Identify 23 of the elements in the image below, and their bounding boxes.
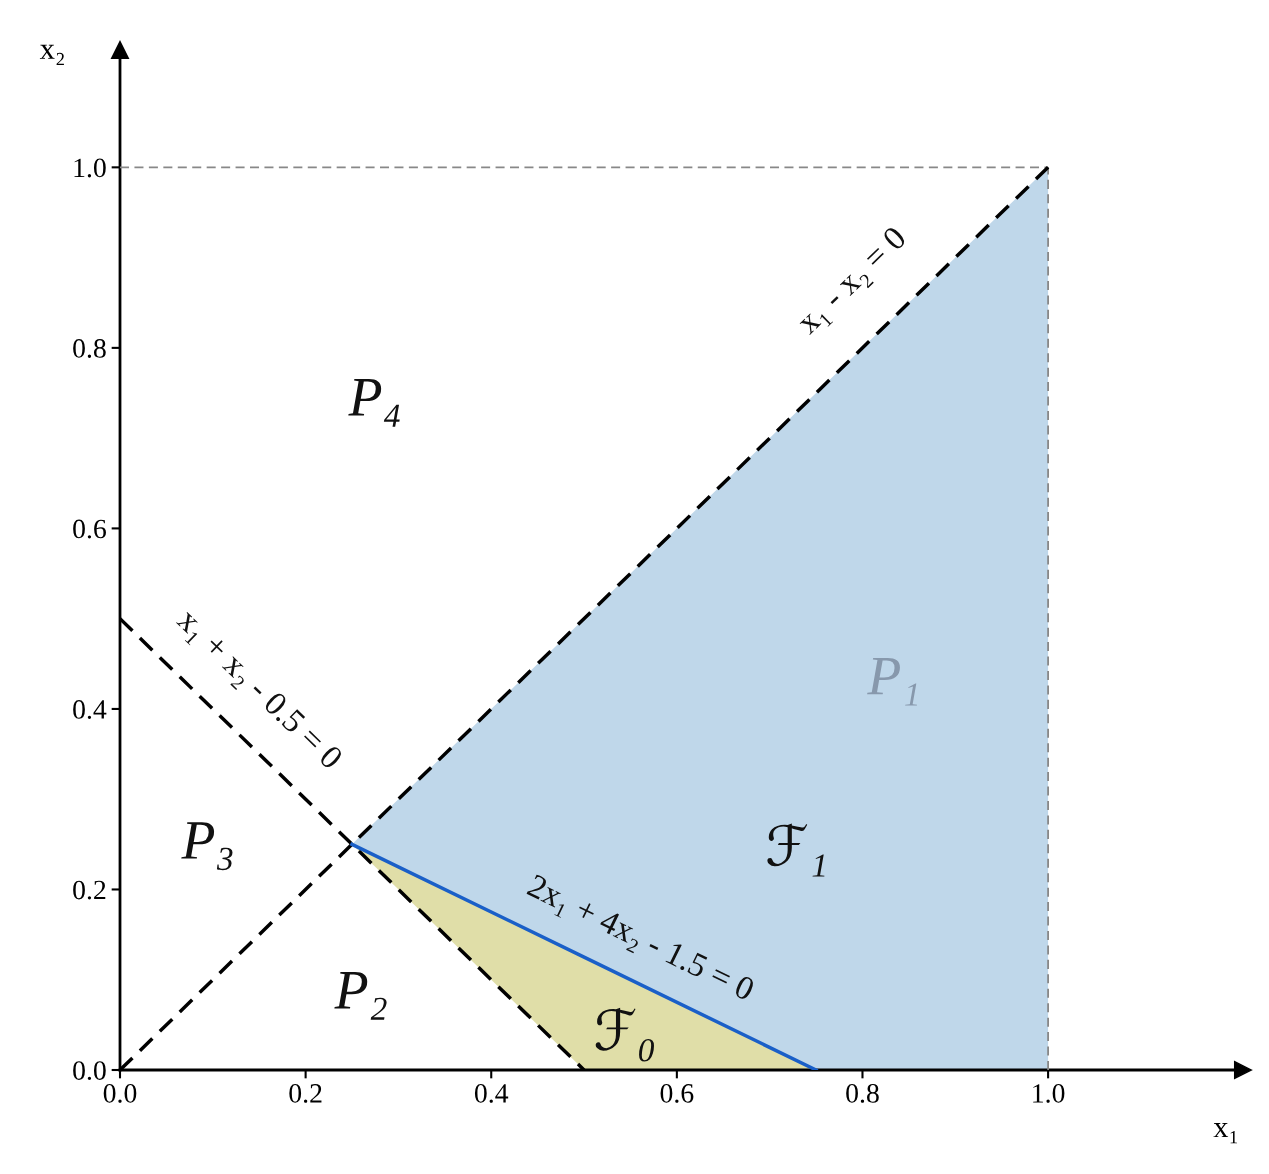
x-tick-label: 1.0	[1033, 1084, 1065, 1103]
y-tick-label: 0.8	[73, 339, 106, 358]
annotation: x₁ + x₂ - 0.5 = 0	[171, 606, 345, 775]
x-axis-title: x₁	[1213, 1123, 1238, 1144]
y-tick-label: 1.0	[74, 158, 106, 178]
annotation: x₁ - x₂ = 0	[794, 225, 912, 340]
annotation: ℱ₁	[767, 823, 825, 877]
annotation: ℱ₀	[595, 1007, 654, 1062]
y-tick-label: 0.2	[73, 880, 106, 900]
x-tick-label: 0.6	[660, 1084, 694, 1103]
annotation: P₁	[867, 657, 918, 706]
x-tick-label: 0.4	[474, 1084, 509, 1103]
y-tick-label: 0.0	[73, 1061, 106, 1081]
annotation: P₄	[348, 379, 400, 427]
annotation: 2x₁ + 4x₂ - 1.5 = 0	[523, 873, 756, 1007]
x-tick-label: 0.8	[846, 1084, 879, 1103]
y-tick-label: 0.4	[73, 700, 107, 719]
x-tick-label: 0.0	[103, 1084, 137, 1103]
annotation: P₃	[181, 822, 233, 871]
annotation: P₂	[334, 972, 387, 1020]
y-tick-label: 0.6	[73, 519, 106, 539]
x-tick-label: 0.2	[289, 1084, 322, 1103]
y-axis-title: x₂	[39, 44, 64, 66]
